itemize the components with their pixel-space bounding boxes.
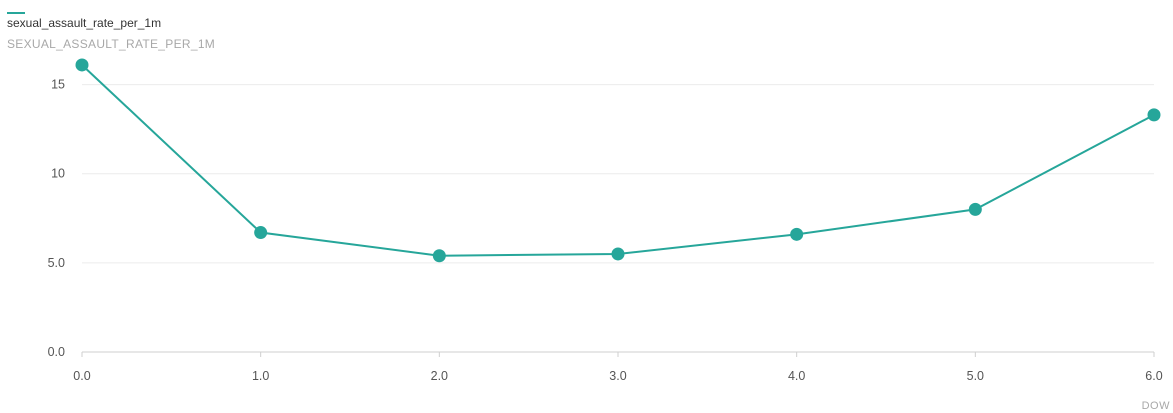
data-point[interactable] bbox=[254, 226, 268, 240]
data-point[interactable] bbox=[790, 227, 804, 241]
data-point[interactable] bbox=[968, 202, 982, 216]
x-tick-label: 2.0 bbox=[431, 369, 448, 383]
x-tick-label: 4.0 bbox=[788, 369, 805, 383]
grid bbox=[82, 84, 1154, 264]
legend[interactable]: sexual_assault_rate_per_1m bbox=[7, 12, 161, 30]
x-tick-label: 1.0 bbox=[252, 369, 269, 383]
x-tick-label: 5.0 bbox=[967, 369, 984, 383]
data-point[interactable] bbox=[1147, 108, 1161, 122]
data-point[interactable] bbox=[611, 247, 625, 261]
x-tick-label: 6.0 bbox=[1145, 369, 1162, 383]
y-tick-label: 15 bbox=[51, 78, 65, 92]
data-point[interactable] bbox=[75, 58, 89, 72]
legend-label: sexual_assault_rate_per_1m bbox=[7, 16, 161, 30]
x-tick-label: 3.0 bbox=[609, 369, 626, 383]
y-axis-label: SEXUAL_ASSAULT_RATE_PER_1M bbox=[7, 37, 215, 51]
x-axis-label: DOW bbox=[1142, 400, 1171, 412]
y-tick-label: 10 bbox=[51, 167, 65, 181]
x-tick-label: 0.0 bbox=[73, 369, 90, 383]
axes: 0.0 5.0 10 15 0.0 1.0 2.0 3.0 4.0 5.0 6.0 bbox=[48, 78, 1163, 383]
y-tick-label: 0.0 bbox=[48, 345, 65, 359]
y-tick-label: 5.0 bbox=[48, 256, 65, 270]
series bbox=[75, 58, 1161, 263]
data-point[interactable] bbox=[432, 249, 446, 263]
series-line bbox=[81, 64, 1155, 257]
